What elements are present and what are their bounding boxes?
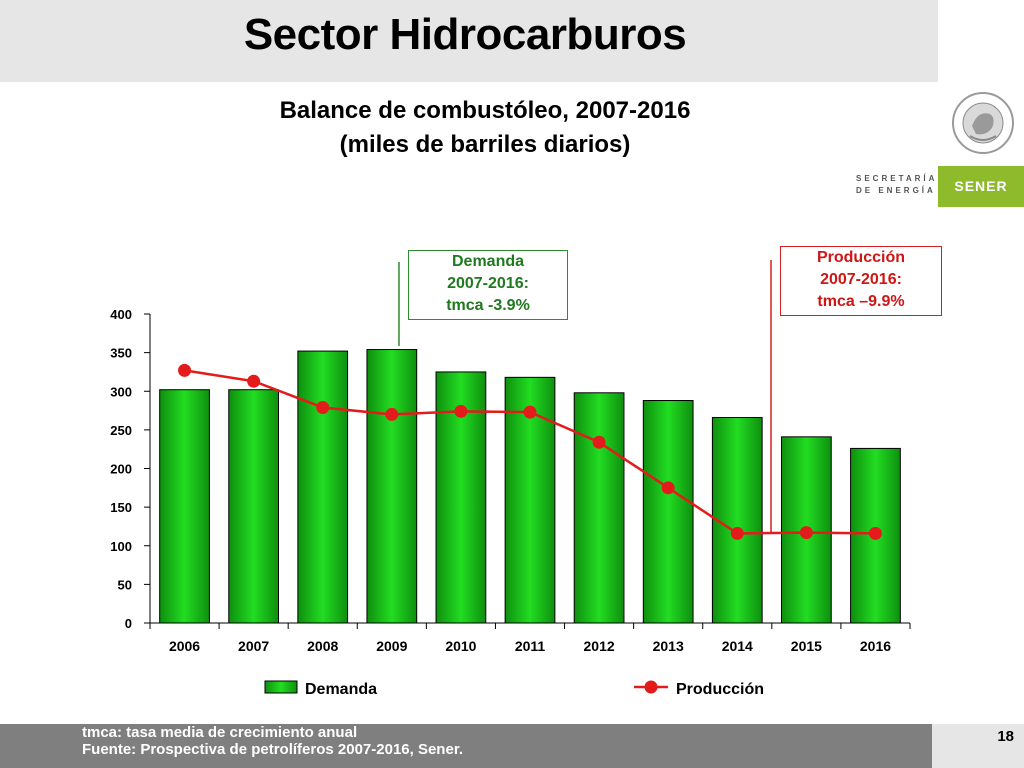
x-tick-label: 2016 — [860, 638, 891, 654]
produccion-point — [178, 363, 192, 377]
footer-page-box — [932, 724, 1024, 768]
legend-demanda-swatch — [264, 680, 298, 694]
page-number: 18 — [997, 728, 1014, 745]
produccion-point — [454, 404, 468, 418]
x-tick-label: 2008 — [307, 638, 338, 654]
callout-produccion-line-3: tmca –9.9% — [817, 293, 905, 310]
x-tick-label: 2014 — [722, 638, 753, 654]
callout-demanda-line-3: tmca -3.9% — [446, 297, 530, 314]
x-tick-label: 2009 — [376, 638, 407, 654]
callout-demanda-line-2: 2007-2016: — [447, 275, 529, 292]
produccion-point — [799, 526, 813, 540]
x-tick-label: 2015 — [791, 638, 822, 654]
y-tick-label: 250 — [110, 423, 132, 438]
callout-produccion-line-1: Producción — [816, 249, 905, 266]
y-tick-label: 200 — [110, 462, 132, 477]
produccion-point — [523, 405, 537, 419]
callout-demanda: Demanda 2007-2016: tmca -3.9% — [408, 250, 568, 320]
legend-produccion-marker — [644, 680, 658, 694]
demanda-bar — [228, 389, 280, 624]
demanda-bar — [159, 389, 210, 624]
page-title: Sector Hidrocarburos — [243, 10, 687, 59]
y-tick-label: 150 — [110, 500, 132, 515]
y-tick-label: 100 — [110, 539, 132, 554]
produccion-point — [385, 407, 399, 421]
legend-demanda-label: Demanda — [305, 681, 377, 698]
callout-produccion: Producción 2007-2016: tmca –9.9% — [780, 246, 942, 316]
mexico-seal-icon — [952, 92, 1014, 154]
y-tick-label: 350 — [110, 346, 132, 361]
demanda-bar — [711, 417, 763, 624]
produccion-point — [316, 400, 330, 414]
y-tick-label: 300 — [110, 384, 132, 399]
demanda-bars — [159, 349, 901, 624]
footer-band — [0, 724, 1024, 768]
demanda-bar — [297, 350, 349, 624]
demanda-bar — [642, 400, 694, 624]
legend-produccion-label: Producción — [676, 681, 764, 698]
chart-title-line-1: Balance de combustóleo, 2007-2016 — [279, 97, 691, 124]
footer-source: Fuente: Prospectiva de petrolíferos 2007… — [82, 741, 463, 758]
x-tick-label: 2007 — [238, 638, 269, 654]
secretaria-line-2: DE ENERGÍA — [856, 186, 936, 195]
chart-title-line-2: (miles de barriles diarios) — [339, 131, 631, 158]
chart-title: Balance de combustóleo, 2007-2016 (miles… — [150, 94, 820, 162]
y-tick-label: 0 — [125, 616, 132, 631]
produccion-point — [868, 526, 882, 540]
secretaria-label: SECRETARÍA DE ENERGÍA — [856, 173, 937, 197]
produccion-point — [661, 481, 675, 495]
y-tick-label: 50 — [118, 577, 132, 592]
chart-legend: Demanda Producción — [264, 680, 764, 698]
x-tick-label: 2010 — [445, 638, 476, 654]
x-tick-label: 2013 — [653, 638, 684, 654]
sener-logo: SENER — [938, 166, 1024, 207]
x-tick-label: 2006 — [169, 638, 200, 654]
produccion-line-series — [178, 363, 882, 540]
produccion-point — [247, 374, 261, 388]
callout-demanda-line-1: Demanda — [451, 253, 525, 270]
callout-leaders — [398, 260, 772, 532]
x-tick-label: 2011 — [515, 638, 546, 654]
callout-produccion-line-2: 2007-2016: — [820, 271, 902, 288]
footer-text: tmca: tasa media de crecimiento anual Fu… — [82, 724, 463, 758]
y-tick-label: 400 — [110, 307, 132, 322]
title-band — [0, 0, 938, 82]
produccion-point — [730, 526, 744, 540]
demanda-bar — [573, 392, 625, 624]
secretaria-line-1: SECRETARÍA — [856, 174, 938, 183]
produccion-point — [592, 435, 606, 449]
x-tick-label: 2012 — [584, 638, 615, 654]
demanda-bar — [366, 349, 418, 624]
footer-note: tmca: tasa media de crecimiento anual — [82, 724, 358, 741]
